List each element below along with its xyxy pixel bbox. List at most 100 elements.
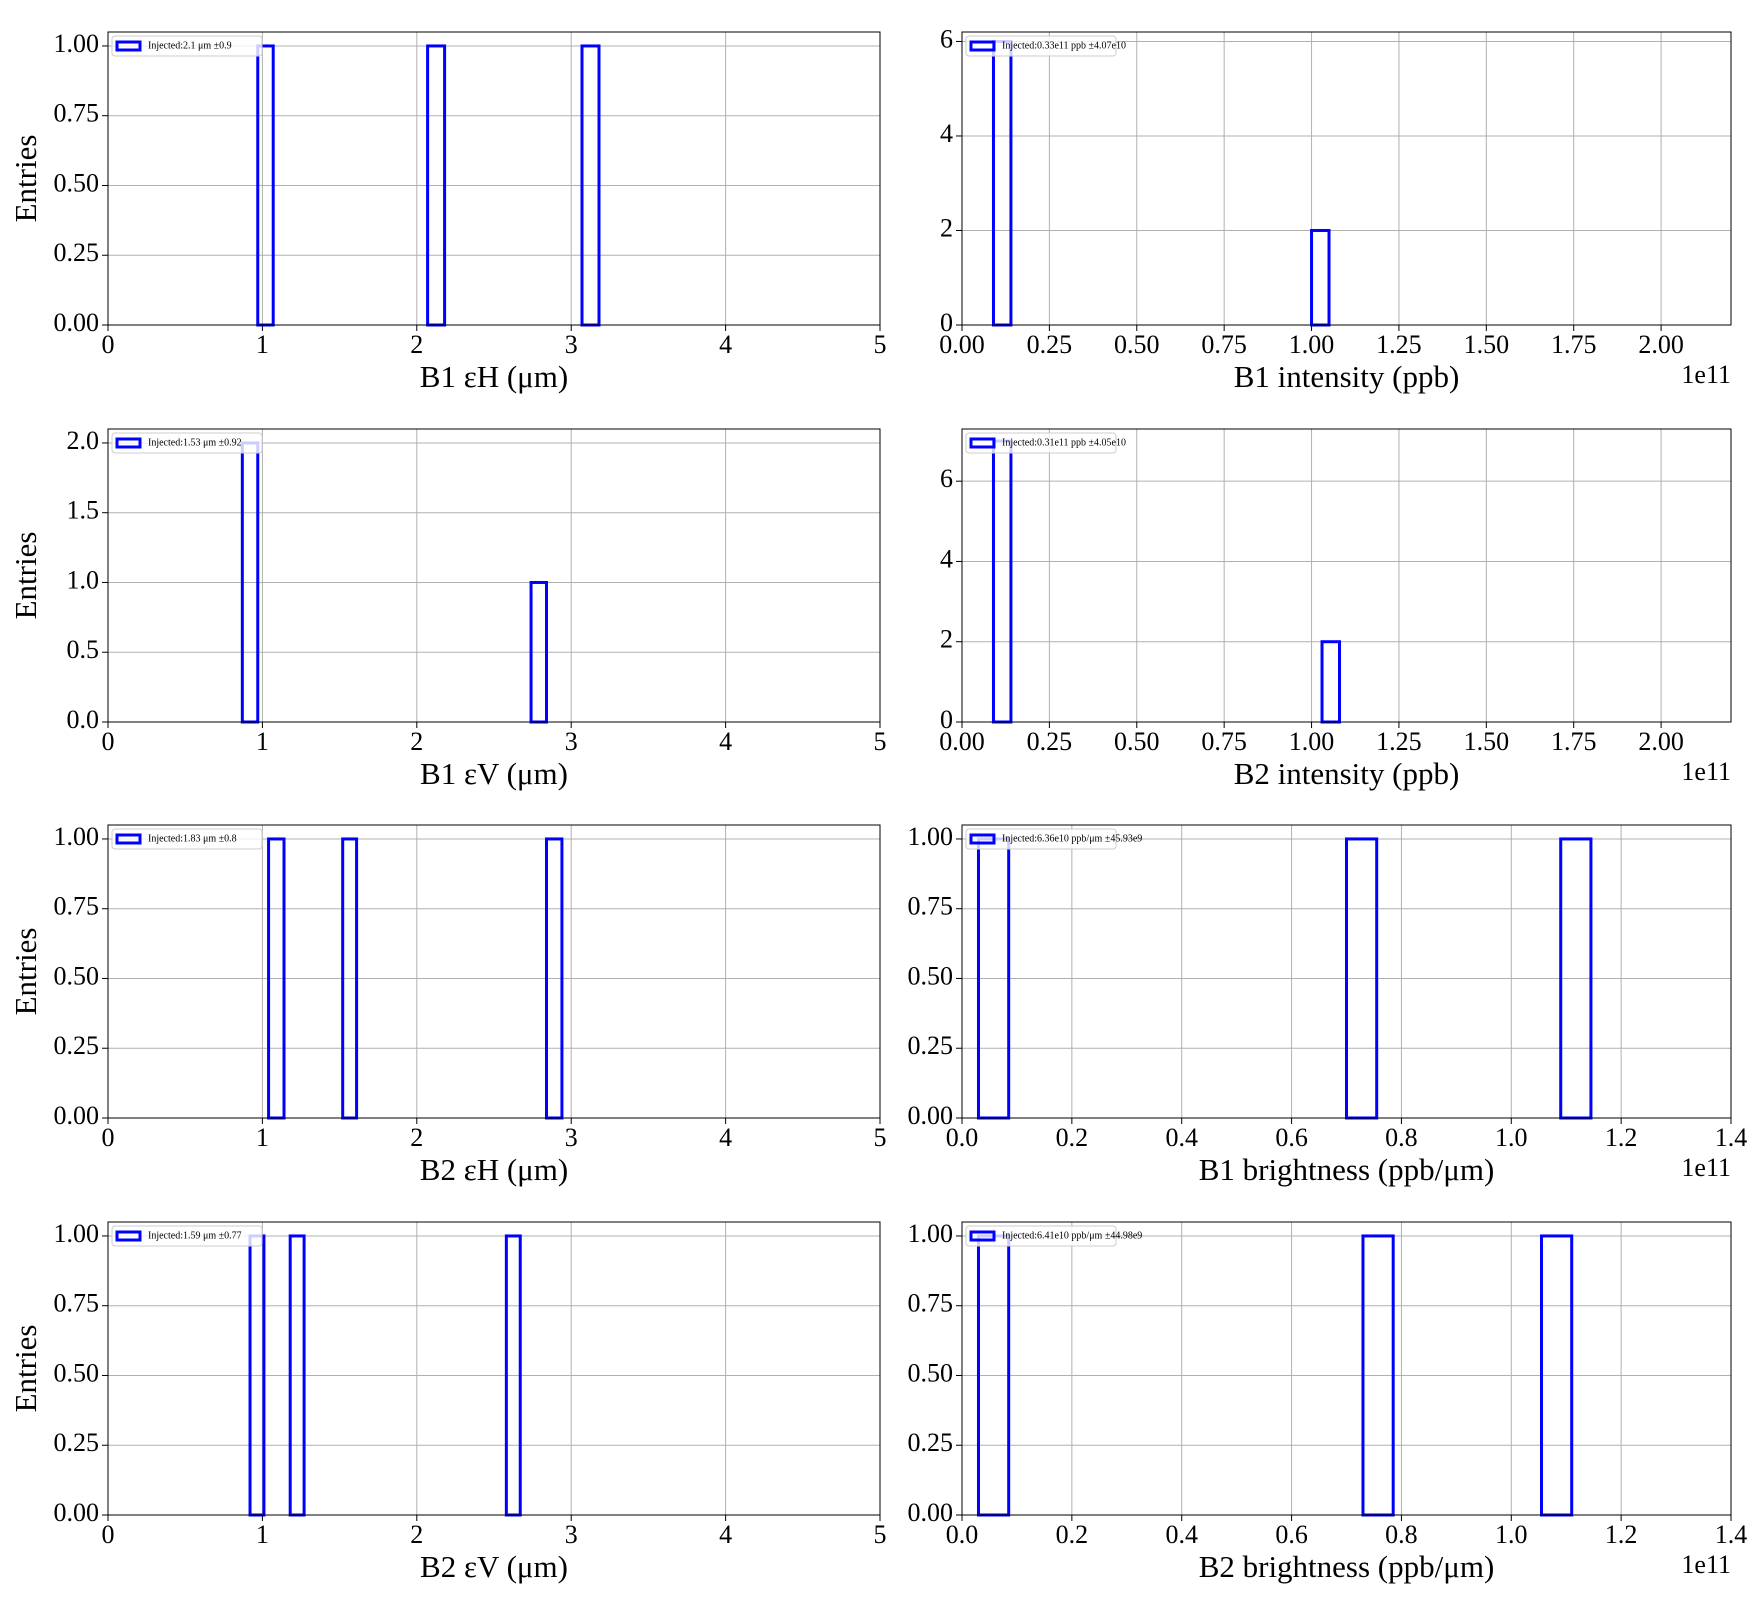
legend-swatch — [115, 40, 142, 52]
legend-swatch — [115, 437, 142, 449]
legend-box — [965, 432, 1117, 454]
y-tick-label: 0.75 — [54, 1289, 100, 1318]
plot-frame — [961, 1221, 1732, 1516]
y-tick-label: 0.50 — [54, 1358, 100, 1387]
y-tick-label: 6 — [940, 24, 953, 53]
subplot: 0.00 0.25 0.50 0.75 1.00 1.25 1.50 1.75 2.00 0 2 4 6… — [939, 428, 1732, 791]
x-tick-label: 0.0 — [946, 1123, 979, 1152]
y-tick-label: 1.00 — [54, 1219, 100, 1248]
y-tick-label: 0.25 — [908, 1031, 954, 1060]
y-tick-label: 0.5 — [67, 635, 100, 664]
x-tick-label: 0.8 — [1385, 1123, 1418, 1152]
x-axis-label: B1 intensity (ppb) — [1234, 359, 1460, 394]
y-tick-label: 1.5 — [67, 496, 100, 525]
y-tick-label: 0.50 — [54, 168, 100, 197]
x-tick-label: 4 — [719, 330, 732, 359]
x-tick-label: 0.2 — [1056, 1520, 1089, 1549]
legend-label: Injected:6.36e10 ppb/μm ±45.93e9 — [1002, 833, 1142, 844]
x-tick-label: 1.00 — [1289, 727, 1335, 756]
legend-swatch — [969, 437, 996, 449]
y-tick-label: 0.75 — [908, 1289, 954, 1318]
y-tick-label: 0.25 — [908, 1428, 954, 1457]
x-axis-label: B1 εV (μm) — [420, 756, 568, 791]
y-tick-label: 0.75 — [908, 892, 954, 921]
y-tick-label: 0.00 — [908, 1101, 954, 1130]
y-tick-label: 1.00 — [908, 1219, 954, 1248]
x-axis-label: B1 brightness (ppb/μm) — [1199, 1152, 1495, 1187]
x-tick-label: 1 — [256, 330, 269, 359]
y-tick-label: 0.00 — [54, 1498, 100, 1527]
plot-frame — [961, 31, 1732, 326]
x-tick-label: 0.6 — [1275, 1520, 1308, 1549]
x-tick-label: 2 — [410, 1520, 423, 1549]
x-tick-label: 1 — [256, 1520, 269, 1549]
x-tick-label: 5 — [874, 727, 887, 756]
x-tick-label: 4 — [719, 1520, 732, 1549]
x-axis-label: B2 intensity (ppb) — [1234, 756, 1460, 791]
x-tick-label: 0.50 — [1114, 727, 1160, 756]
x-tick-label: 0.25 — [1027, 727, 1073, 756]
x-tick-label: 0.8 — [1385, 1520, 1418, 1549]
subplot: 0 1 2 3 4 5 0.00 0.25 0.50 0.75 1.00 Injected:2.1 μ… — [8, 29, 887, 394]
x-tick-label: 1 — [256, 1123, 269, 1152]
histogram-bar — [991, 39, 1013, 327]
y-tick-label: 1.00 — [54, 822, 100, 851]
legend-swatch — [115, 833, 142, 845]
x-tick-label: 1.25 — [1376, 727, 1422, 756]
legend-label: Injected:2.1 μm ±0.9 — [148, 40, 232, 51]
subplot: 0 1 2 3 4 5 0.00 0.25 0.50 0.75 1.00 Injected:1.59 … — [8, 1219, 887, 1584]
y-tick-label: 0.25 — [54, 238, 100, 267]
offset-label: 1e11 — [1681, 1153, 1731, 1182]
x-tick-label: 4 — [719, 727, 732, 756]
subplot: 0 1 2 3 4 5 0.0 0.5 1.0 1.5 2.0 Injected:1.53 μm ±0… — [8, 426, 887, 791]
x-tick-label: 3 — [565, 1520, 578, 1549]
y-tick-label: 1.00 — [908, 822, 954, 851]
y-tick-label: 2.0 — [67, 426, 100, 455]
y-tick-label: 0.50 — [908, 961, 954, 990]
subplot: 0.0 0.2 0.4 0.6 0.8 1.0 1.2 1.4 0.00 0.25 0.50 0.75… — [908, 1219, 1748, 1584]
y-axis-label: Entries — [8, 135, 43, 223]
x-tick-label: 5 — [874, 1520, 887, 1549]
legend-label: Injected:0.31e11 ppb ±4.05e10 — [1002, 437, 1126, 448]
x-tick-label: 0.50 — [1114, 330, 1160, 359]
legend-swatch — [969, 833, 996, 845]
x-tick-label: 1.2 — [1605, 1123, 1638, 1152]
x-tick-label: 0 — [102, 1520, 115, 1549]
y-axis-label: Entries — [8, 928, 43, 1016]
y-tick-label: 0.25 — [54, 1428, 100, 1457]
y-axis-label: Entries — [8, 1325, 43, 1413]
x-tick-label: 0.75 — [1201, 330, 1247, 359]
subplot: 0.00 0.25 0.50 0.75 1.00 1.25 1.50 1.75 2.00 0 2 4 6… — [939, 24, 1732, 394]
x-axis-label: B2 εH (μm) — [420, 1152, 568, 1187]
x-tick-label: 1.75 — [1551, 330, 1597, 359]
y-tick-label: 0.00 — [54, 1101, 100, 1130]
y-tick-label: 2 — [940, 625, 953, 654]
y-tick-label: 0.00 — [54, 308, 100, 337]
y-tick-label: 0.50 — [908, 1358, 954, 1387]
x-tick-label: 0 — [102, 330, 115, 359]
y-tick-label: 1.00 — [54, 29, 100, 58]
x-tick-label: 0 — [102, 1123, 115, 1152]
x-tick-label: 3 — [565, 1123, 578, 1152]
y-tick-label: 0.75 — [54, 892, 100, 921]
x-tick-label: 0.00 — [939, 330, 985, 359]
legend-box — [111, 432, 263, 454]
y-tick-label: 0.00 — [908, 1498, 954, 1527]
x-tick-label: 1.50 — [1464, 727, 1510, 756]
legend-swatch — [115, 1230, 142, 1242]
offset-label: 1e11 — [1681, 360, 1731, 389]
legend-box — [965, 1225, 1117, 1247]
x-tick-label: 1.4 — [1715, 1520, 1748, 1549]
x-tick-label: 0.0 — [946, 1520, 979, 1549]
x-tick-label: 1 — [256, 727, 269, 756]
legend-box — [111, 828, 263, 850]
x-tick-label: 4 — [719, 1123, 732, 1152]
offset-label: 1e11 — [1681, 1550, 1731, 1579]
legend-box — [965, 828, 1117, 850]
plot-frame — [961, 824, 1732, 1119]
subplot: 0 1 2 3 4 5 0.00 0.25 0.50 0.75 1.00 Injected:1.83 … — [8, 822, 887, 1187]
x-tick-label: 1.00 — [1289, 330, 1335, 359]
legend-label: Injected:0.33e11 ppb ±4.07e10 — [1002, 40, 1126, 51]
x-tick-label: 1.4 — [1715, 1123, 1748, 1152]
